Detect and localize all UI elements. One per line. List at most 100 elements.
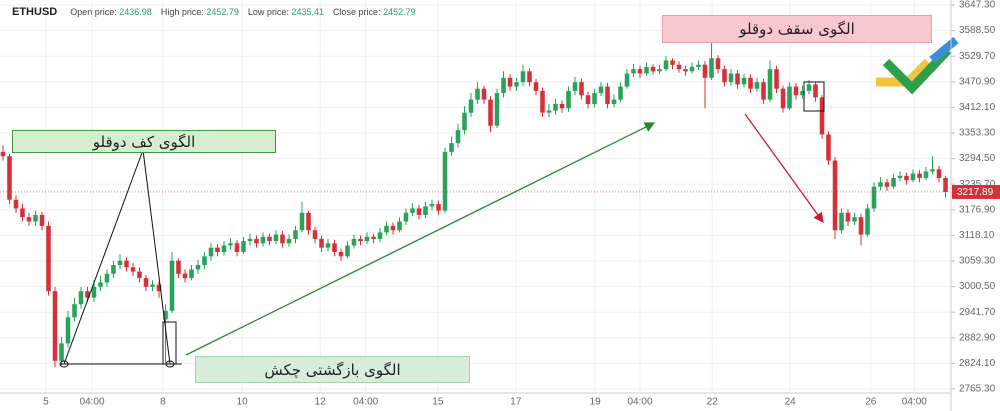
candle-body [514, 82, 519, 87]
candle-body [7, 156, 12, 200]
candle-body [150, 284, 155, 287]
annotation: الگوی کف دوقلو [12, 130, 276, 153]
ohlc-label: High price: [160, 7, 204, 17]
candle-body [325, 243, 331, 248]
candle-body [319, 238, 324, 248]
candle-body [728, 73, 734, 83]
candle-body [13, 199, 19, 209]
candle-body [475, 88, 480, 100]
candle-body [403, 212, 409, 222]
candle-body [611, 99, 617, 104]
candle-body [293, 230, 298, 239]
candle-body [91, 286, 97, 298]
candle-body [195, 265, 201, 270]
candle-body [273, 234, 279, 242]
ohlc-value: 2452.79 [383, 7, 416, 17]
header: ETHUSD Open price: 2436.98 High price: 24… [12, 6, 416, 18]
candle-body [78, 291, 84, 305]
grid [0, 0, 950, 393]
candle-body [832, 160, 838, 231]
ohlc-field: Open price: 2436.98 [70, 7, 152, 17]
candle-body [650, 66, 656, 72]
candle-body [702, 64, 708, 78]
candle-body [670, 60, 675, 65]
candle-body [104, 273, 110, 283]
ohlc-field: High price: 2452.79 [161, 7, 239, 17]
candle-body [33, 214, 38, 222]
candle-body [878, 182, 883, 187]
y-tick-label: 2765.30 [959, 384, 996, 395]
candle-body [299, 212, 305, 231]
bottom-marker [59, 360, 69, 368]
x-tick-label: 24 [785, 397, 797, 408]
candle-body [559, 103, 565, 109]
candle-body [826, 134, 831, 161]
y-tick-label: 2824.10 [959, 358, 996, 369]
candle-body [371, 236, 376, 239]
candle-body [189, 269, 194, 279]
candle-body [20, 208, 25, 218]
candle-body [709, 58, 714, 78]
x-tick-label: 12 [315, 397, 327, 408]
candle-body [696, 64, 701, 67]
candle-body [865, 208, 870, 235]
ohlc-value: 2452.79 [206, 7, 239, 17]
candle-body [247, 238, 253, 242]
logo-shape [929, 36, 959, 64]
candle-body [286, 238, 292, 244]
candle-body [735, 73, 740, 85]
candle-body [364, 236, 370, 242]
x-tick-label: 17 [510, 397, 522, 408]
logo-shape [882, 46, 952, 95]
candle-body [59, 343, 64, 361]
x-tick-label: 10 [237, 397, 249, 408]
candle-body [260, 236, 266, 244]
last-price-box [952, 184, 1000, 199]
candle-body [52, 291, 58, 361]
candle-body [416, 208, 422, 215]
candle-body [488, 99, 493, 126]
candle-body [546, 110, 552, 113]
candle-body [787, 86, 792, 109]
candle-body [397, 221, 402, 231]
candle-body [455, 130, 461, 144]
candle-body [930, 169, 935, 172]
candle-body [234, 243, 240, 252]
candle-body [683, 69, 688, 72]
candle-body [572, 82, 578, 91]
candle-body [156, 284, 162, 292]
candle-body [527, 71, 532, 83]
drop-arrow [744, 113, 824, 224]
candle-body [163, 310, 168, 320]
candle-body [657, 69, 662, 72]
candle-body [410, 208, 415, 213]
candle-body [754, 82, 760, 89]
candle-body [98, 282, 103, 287]
candle-body [384, 225, 389, 233]
y-tick-label: 3353.30 [959, 128, 996, 139]
candle-body [358, 238, 363, 242]
candle-body [579, 82, 584, 96]
candle-body [182, 273, 188, 279]
y-tick-label: 3000.50 [959, 281, 996, 292]
candle-body [468, 99, 474, 113]
candle-body [819, 97, 825, 135]
candle-body [377, 232, 383, 239]
ohlc-field: Close price: 2452.79 [333, 7, 416, 17]
annotation: الگوی بازگشتی چکش [195, 356, 470, 383]
candle-body [436, 204, 441, 211]
x-tick-label: 8 [160, 397, 166, 408]
candle-body [800, 90, 805, 96]
x-tick-label: 15 [432, 397, 444, 408]
candle-body [221, 245, 227, 252]
candle-body [624, 73, 630, 87]
y-tick-label: 3647.30 [959, 0, 996, 11]
ohlc-label: Open price: [70, 7, 117, 17]
logo [876, 36, 959, 95]
candle-body [520, 71, 526, 83]
candle-body [215, 247, 220, 252]
y-tick-label: 3294.50 [959, 153, 996, 164]
candle-body [715, 58, 721, 70]
annotation: الگوی سقف دوقلو [662, 15, 932, 43]
